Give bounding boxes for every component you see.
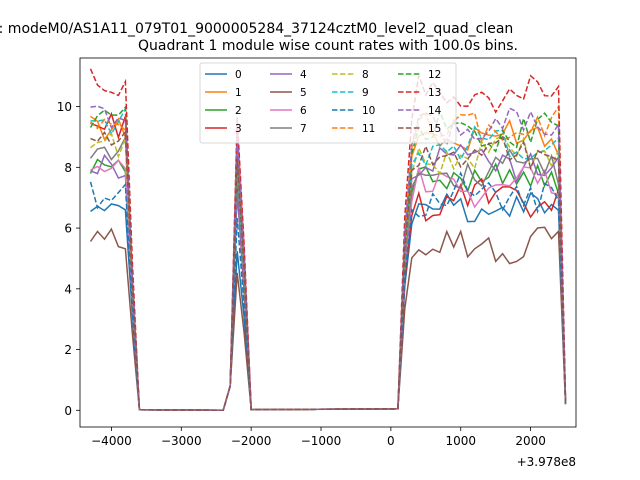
series-line-9 <box>90 106 567 412</box>
series-line-14 <box>90 105 567 412</box>
series-line-8 <box>90 132 567 412</box>
axes-frame <box>79 57 577 428</box>
legend-frame <box>199 62 457 144</box>
x-tick-label: 0 <box>387 434 395 448</box>
legend-label-15: 15 <box>428 123 441 135</box>
series-line-10 <box>89 171 567 412</box>
x-offset-text: +3.978e8 <box>517 455 576 469</box>
legend-label-1: 1 <box>235 87 242 99</box>
y-tick-label: 10 <box>57 100 72 114</box>
x-tick-label: 2000 <box>515 434 546 448</box>
legend-label-9: 9 <box>362 87 369 99</box>
legend-label-4: 4 <box>300 69 307 81</box>
x-tick-label: −4000 <box>91 434 132 448</box>
series-line-5 <box>89 226 567 412</box>
legend-label-8: 8 <box>362 69 369 81</box>
figure-suptitle: h file: modeM0/AS1A11_079T01_9000005284_… <box>0 21 513 37</box>
legend-label-2: 2 <box>235 105 242 117</box>
legend-label-5: 5 <box>300 87 307 99</box>
y-tick-label: 2 <box>64 343 72 357</box>
series-line-4 <box>90 143 567 412</box>
x-tick-label: −2000 <box>231 434 272 448</box>
series-line-0 <box>90 191 567 412</box>
legend-label-12: 12 <box>428 69 441 81</box>
legend-label-0: 0 <box>235 69 242 81</box>
y-tick-label: 0 <box>64 404 72 418</box>
legend-label-6: 6 <box>300 105 307 117</box>
series-line-7 <box>89 134 567 412</box>
series-line-2 <box>89 158 567 412</box>
chart-title: Quadrant 1 module wise count rates with … <box>138 38 518 54</box>
y-tick-label: 4 <box>64 282 72 296</box>
series-line-3 <box>90 111 567 412</box>
x-tick-label: 1000 <box>445 434 476 448</box>
legend-label-3: 3 <box>235 123 242 135</box>
legend-label-7: 7 <box>300 123 307 135</box>
legend-label-11: 11 <box>362 123 375 135</box>
x-tick-label: −1000 <box>301 434 342 448</box>
y-tick-label: 6 <box>64 222 72 236</box>
series-line-15 <box>90 129 567 412</box>
legend-label-14: 14 <box>428 105 442 117</box>
x-axis: −4000 −3000 −2000 −1000 0 1000 2000 <box>91 427 546 448</box>
y-tick-label: 8 <box>64 161 72 175</box>
x-tick-label: −3000 <box>161 434 202 448</box>
legend-label-13: 13 <box>428 87 441 99</box>
legend-label-10: 10 <box>362 105 375 117</box>
series-line-13 <box>89 68 567 412</box>
series-line-12 <box>89 105 567 412</box>
y-axis: 0 2 4 6 8 10 <box>57 100 80 418</box>
